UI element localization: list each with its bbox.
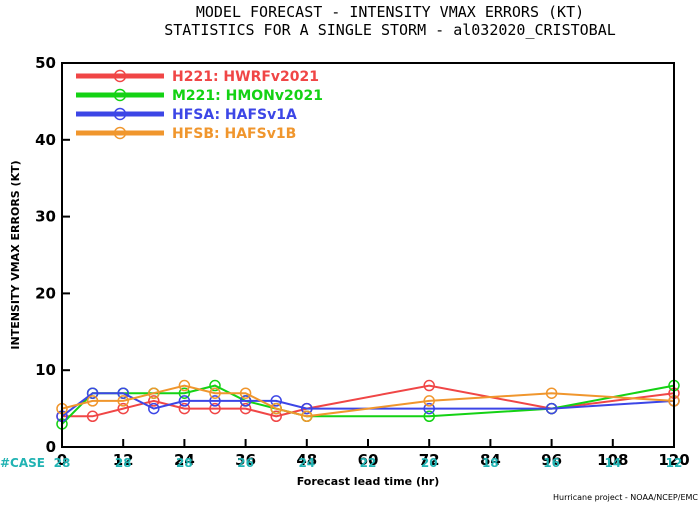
legend-label: HFSA: HAFSv1A xyxy=(172,107,297,123)
x-axis-label: Forecast lead time (hr) xyxy=(297,475,440,488)
x-tick-label: 24 xyxy=(174,451,195,469)
case-count: 16 xyxy=(543,456,560,470)
data-point xyxy=(270,395,282,407)
data-point xyxy=(86,387,99,399)
data-point xyxy=(423,402,435,415)
case-count: 20 xyxy=(421,456,438,470)
data-point xyxy=(301,410,313,423)
data-point xyxy=(86,395,99,407)
data-point xyxy=(178,387,191,399)
legend-label: HFSB: HAFSv1B xyxy=(172,126,296,142)
legend-marker xyxy=(113,107,127,121)
data-point xyxy=(178,402,191,415)
x-tick-label: 96 xyxy=(541,451,562,469)
data-point xyxy=(239,402,252,415)
data-point xyxy=(148,387,160,399)
chart-subtitle: STATISTICS FOR A SINGLE STORM - al032020… xyxy=(164,21,616,39)
y-tick-label: 20 xyxy=(35,284,56,302)
series-line xyxy=(62,384,675,418)
x-tick-label: 120 xyxy=(658,451,689,469)
case-count: 28 xyxy=(176,456,193,470)
plot-frame xyxy=(61,62,675,448)
data-point xyxy=(117,402,129,415)
legend-label: M221: HMONv2021 xyxy=(172,88,323,104)
y-tick-label: 50 xyxy=(35,54,56,72)
y-tick-label: 40 xyxy=(35,131,56,149)
data-point xyxy=(301,402,313,415)
legend-label: H221: HWRFv2021 xyxy=(172,69,319,85)
case-count: 22 xyxy=(360,456,377,470)
case-count: 18 xyxy=(482,456,499,470)
data-point xyxy=(270,402,282,415)
data-point xyxy=(178,379,191,392)
y-tick-label: 0 xyxy=(46,438,56,456)
case-count: 28 xyxy=(54,456,71,470)
data-point xyxy=(148,402,160,415)
x-tick-label: 0 xyxy=(57,451,67,469)
case-label: #CASE xyxy=(0,456,45,470)
case-count: 14 xyxy=(604,456,621,470)
case-count: 12 xyxy=(666,456,683,470)
x-tick-label: 84 xyxy=(480,451,501,469)
case-count: 26 xyxy=(237,456,254,470)
data-point xyxy=(86,410,99,423)
data-point xyxy=(545,402,558,415)
x-tick-label: 36 xyxy=(235,451,256,469)
data-point xyxy=(209,379,221,392)
data-point xyxy=(178,395,191,407)
data-point xyxy=(209,402,221,415)
legend-marker xyxy=(113,126,127,140)
case-count: 24 xyxy=(298,456,315,470)
data-point xyxy=(423,410,435,423)
y-tick-label: 10 xyxy=(35,361,56,379)
x-tick-label: 48 xyxy=(296,451,317,469)
data-point xyxy=(270,410,282,423)
case-count: 28 xyxy=(115,456,132,470)
data-point xyxy=(209,395,221,407)
x-tick-label: 12 xyxy=(113,451,134,469)
x-tick-label: 60 xyxy=(358,451,379,469)
chart-title: MODEL FORECAST - INTENSITY VMAX ERRORS (… xyxy=(196,3,584,21)
x-tick-label: 108 xyxy=(597,451,628,469)
data-point xyxy=(239,387,252,399)
footer-credit: Hurricane project - NOAA/NCEP/EMC xyxy=(553,493,698,502)
x-tick-label: 72 xyxy=(419,451,440,469)
data-point xyxy=(209,387,221,399)
y-axis-label: INTENSITY VMAX ERRORS (KT) xyxy=(9,160,22,349)
data-point xyxy=(545,387,558,399)
data-point xyxy=(117,387,129,399)
data-point xyxy=(239,395,252,407)
legend-marker xyxy=(113,69,127,83)
legend-marker xyxy=(113,88,127,102)
data-point xyxy=(423,395,435,407)
data-point xyxy=(423,379,435,392)
y-tick-label: 30 xyxy=(35,208,56,226)
plot-layer: 0 10 20 30 40 50 0 12 24 36 48 60 72 84 96 108 120 28 28 28… xyxy=(35,54,690,470)
data-point xyxy=(148,395,160,407)
data-point xyxy=(117,395,129,407)
